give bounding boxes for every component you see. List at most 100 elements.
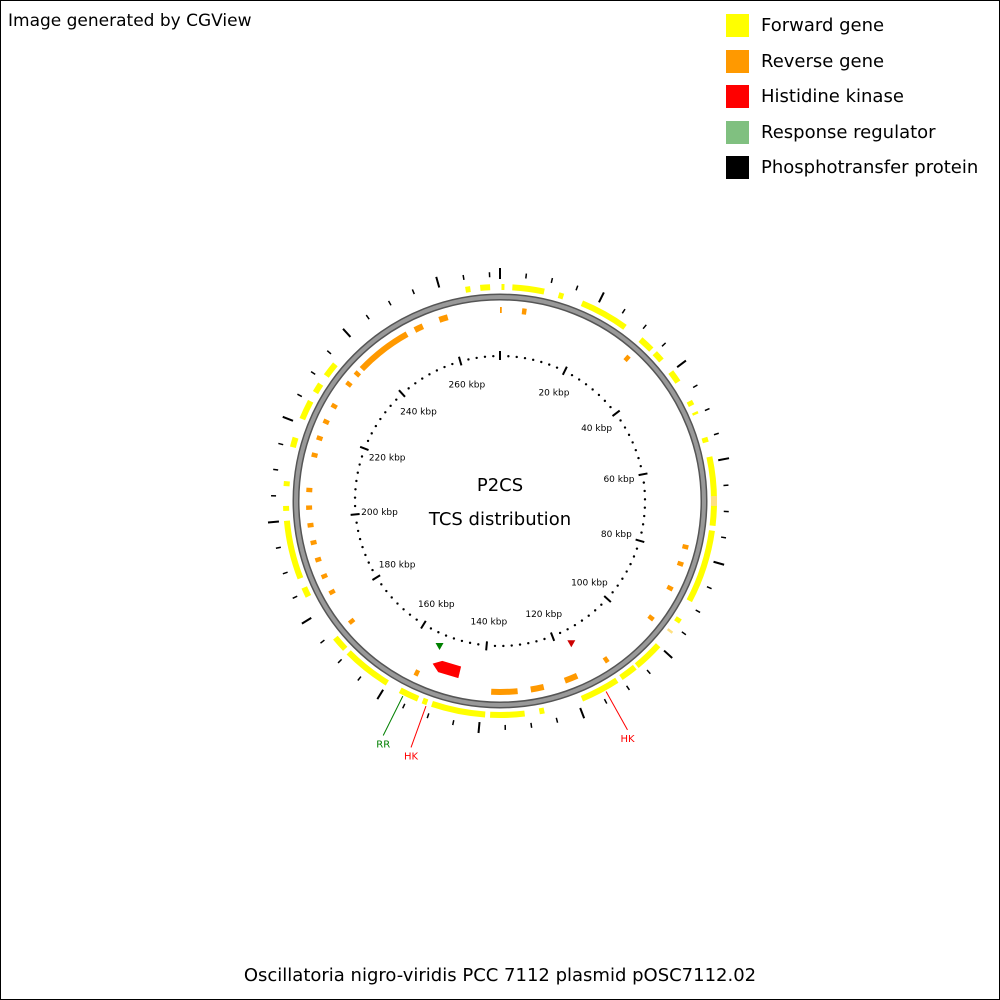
reverse-gene [353, 370, 362, 378]
reverse-gene [306, 487, 313, 493]
inner-minor-tick [627, 433, 631, 437]
reverse-gene [521, 308, 527, 315]
legend-swatch-response-regulator [726, 120, 749, 144]
inner-minor-tick [492, 354, 495, 358]
inner-minor-tick [632, 555, 636, 558]
legend: Forward gene Reverse gene Histidine kina… [726, 8, 978, 186]
legend-item-reverse-gene: Reverse gene [726, 44, 978, 80]
inner-minor-tick [631, 441, 634, 444]
inner-major-tick [398, 389, 406, 398]
inner-minor-tick [643, 498, 647, 501]
inner-minor-tick [548, 363, 551, 366]
inner-minor-tick [643, 514, 646, 518]
outer-tick [310, 370, 316, 376]
inner-major-tick [485, 641, 488, 651]
tick-label: 140 kbp [470, 617, 507, 627]
forward-gene [580, 677, 619, 702]
legend-label: Forward gene [761, 15, 885, 37]
outer-tick [642, 324, 647, 330]
inner-minor-tick [389, 404, 392, 408]
forward-gene [431, 701, 486, 718]
inner-minor-tick [367, 561, 370, 564]
forward-gene [299, 399, 314, 421]
forward-gene [652, 351, 664, 363]
annotation-label: HK [404, 751, 419, 762]
forward-gene [283, 520, 304, 580]
outer-tick [663, 649, 673, 659]
legend-label: Response regulator [761, 121, 936, 143]
footer-caption: Oscillatoria nigro-viridis PCC 7112 plas… [243, 965, 757, 986]
inner-minor-tick [477, 643, 480, 646]
outer-tick [477, 721, 481, 734]
inner-minor-tick [635, 547, 639, 550]
response-regulator-marker [435, 642, 444, 650]
inner-minor-tick [384, 411, 387, 414]
inner-minor-tick [353, 504, 357, 508]
outer-tick [275, 546, 281, 550]
inner-minor-tick [580, 619, 584, 622]
outer-tick [376, 689, 384, 700]
inner-major-tick [457, 356, 463, 366]
inner-minor-tick [540, 360, 543, 364]
outer-tick [661, 342, 667, 347]
inner-minor-tick [566, 628, 569, 631]
reverse-gene [413, 323, 425, 333]
reverse-gene [306, 505, 313, 510]
inner-minor-tick [364, 553, 367, 557]
reverse-gene [563, 672, 579, 684]
outer-tick [365, 314, 370, 320]
tick-label: 80 kbp [601, 530, 632, 540]
reverse-gene [345, 380, 353, 388]
inner-minor-tick [361, 545, 364, 549]
inner-minor-tick [535, 640, 538, 643]
outer-tick [575, 285, 579, 291]
outer-tick [681, 631, 687, 636]
inner-minor-tick [616, 584, 619, 587]
inner-major-tick [550, 632, 556, 642]
inner-minor-tick [642, 481, 646, 484]
outer-tick [357, 676, 362, 681]
outer-tick [326, 350, 332, 355]
forward-gene [634, 643, 661, 668]
inner-minor-tick [355, 521, 358, 524]
inner-major-tick [635, 538, 645, 544]
outer-tick [342, 328, 352, 338]
tick-label: 60 kbp [603, 475, 634, 485]
inner-minor-tick [527, 642, 530, 645]
forward-gene-track [283, 284, 717, 718]
inner-major-tick [603, 595, 612, 603]
reverse-gene [666, 584, 674, 592]
inner-tick-ring [350, 351, 648, 651]
legend-item-response-regulator: Response regulator [726, 115, 978, 151]
inner-minor-tick [475, 356, 478, 360]
reverse-gene [314, 556, 322, 563]
inner-minor-tick [641, 523, 645, 526]
inner-major-tick [420, 620, 427, 630]
inner-minor-tick [523, 356, 527, 360]
inner-minor-tick [587, 614, 590, 617]
reverse-gene [530, 684, 545, 693]
outer-tick [451, 720, 455, 726]
reverse-gene [328, 588, 336, 596]
forward-gene [512, 284, 545, 295]
inner-major-tick [561, 366, 568, 376]
inner-major-tick [638, 472, 648, 477]
inner-minor-tick [467, 358, 470, 361]
reverse-gene [322, 418, 330, 426]
outer-tick [320, 639, 325, 644]
center-title: P2CS [477, 475, 523, 496]
tick-label: 160 kbp [418, 600, 455, 610]
outer-tick [282, 415, 294, 422]
inner-minor-tick [451, 362, 454, 366]
outer-tick [550, 277, 554, 284]
inner-minor-tick [358, 463, 361, 466]
outer-tick [282, 571, 288, 575]
legend-label: Reverse gene [761, 50, 885, 72]
forward-gene [465, 286, 471, 293]
inner-minor-tick [374, 424, 378, 428]
reverse-gene-track [306, 307, 689, 695]
inner-minor-tick [593, 609, 597, 612]
inner-minor-tick [414, 382, 417, 385]
legend-item-histidine-kinase: Histidine kinase [726, 79, 978, 115]
outer-tick [435, 276, 441, 288]
